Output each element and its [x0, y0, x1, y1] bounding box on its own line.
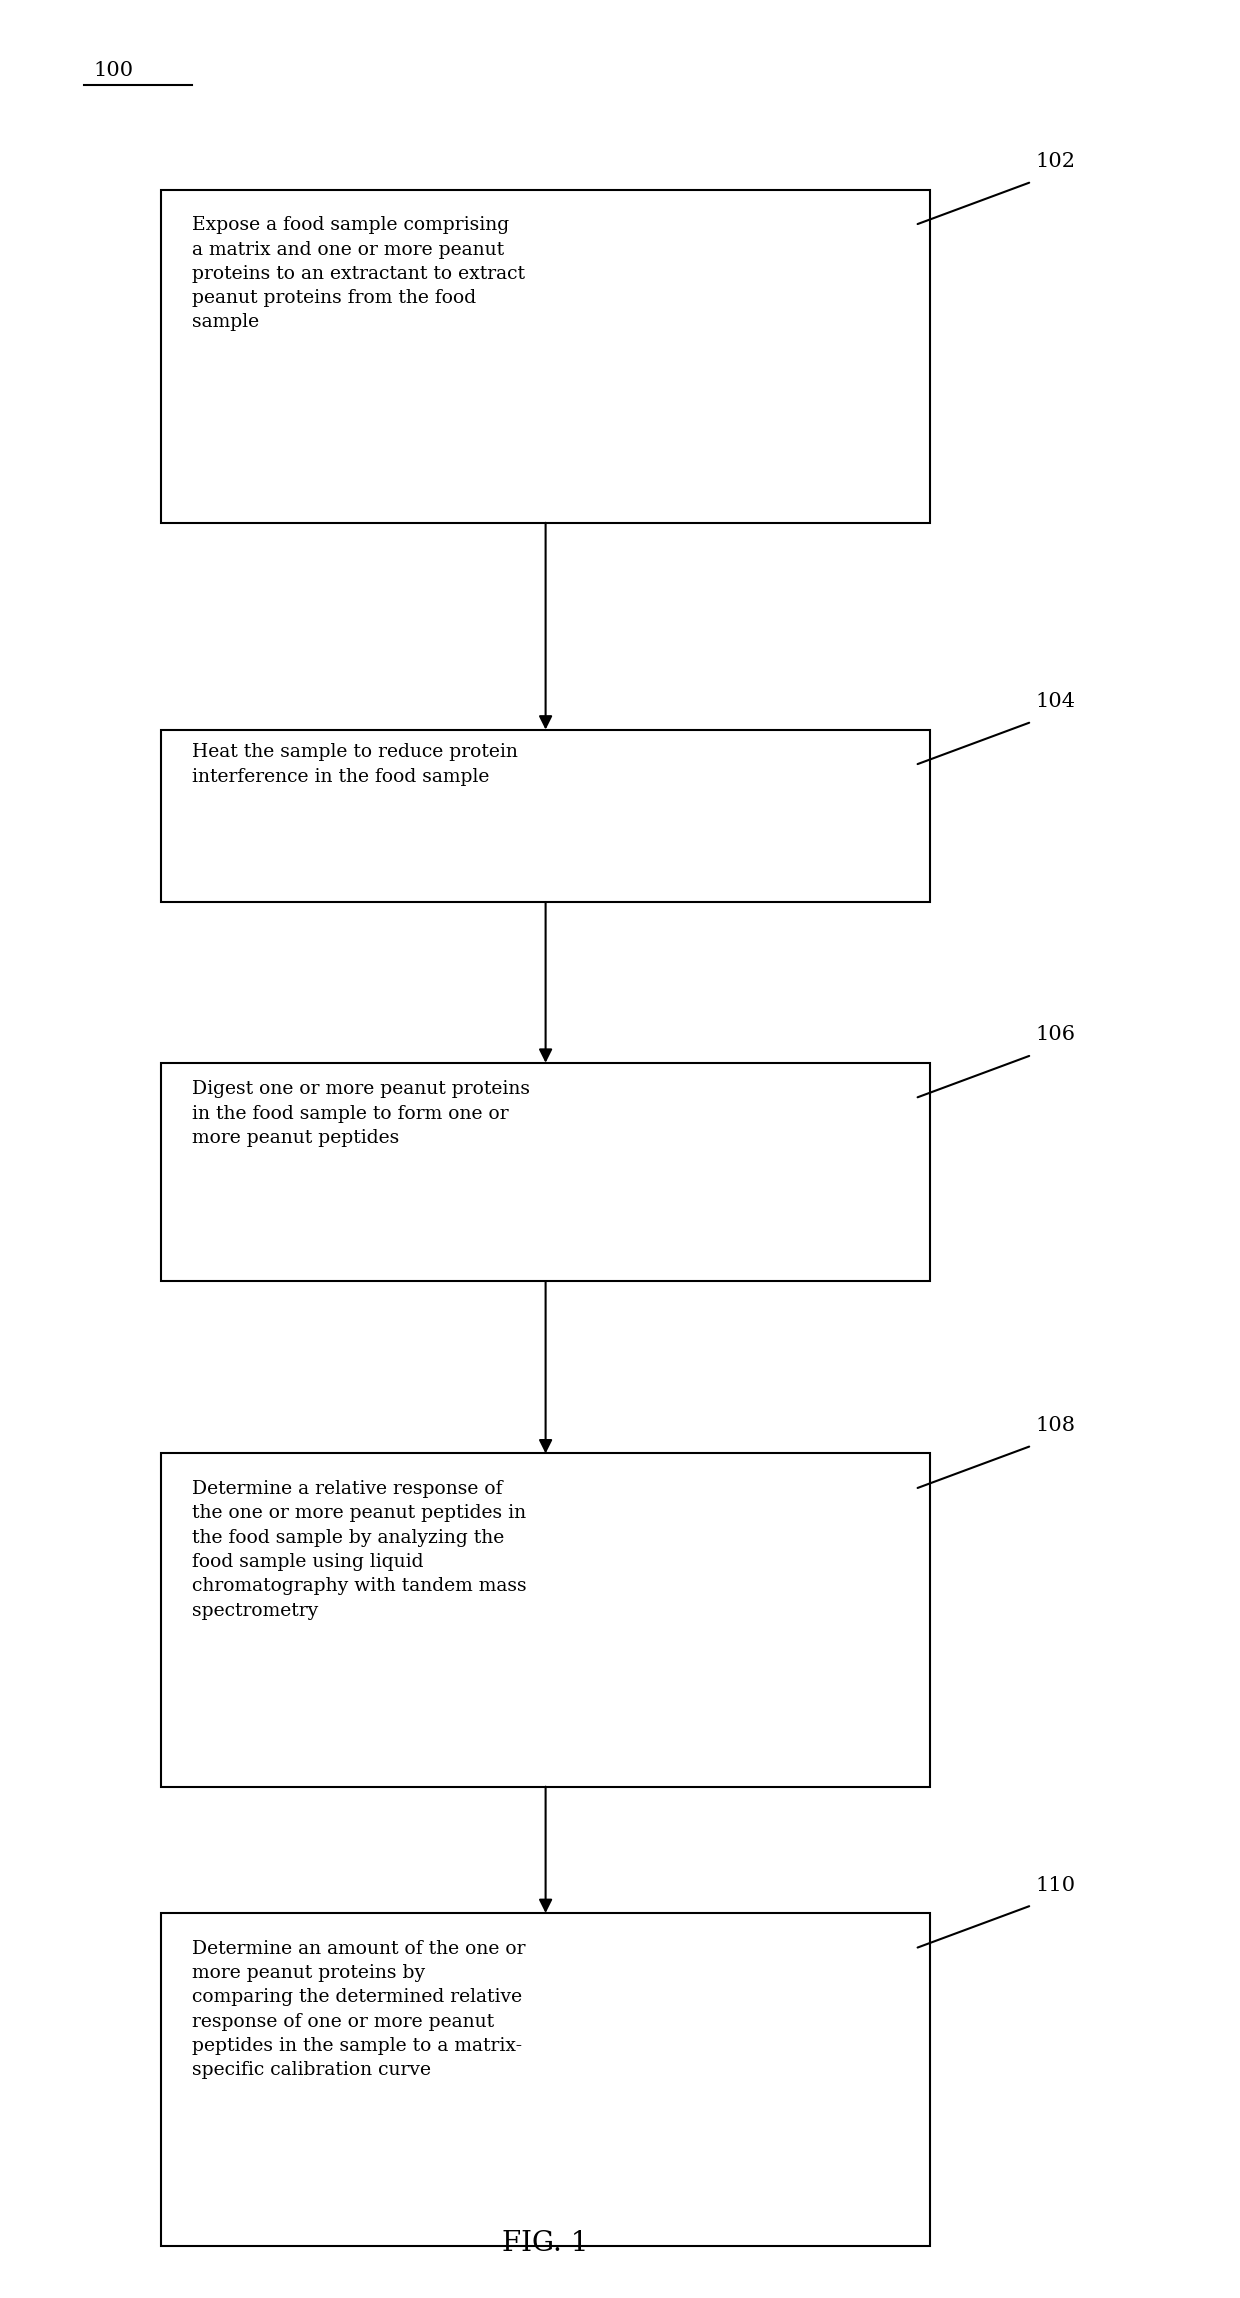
- Text: 102: 102: [1035, 152, 1075, 172]
- Bar: [161, 191, 930, 524]
- Bar: [161, 1062, 930, 1282]
- Text: 110: 110: [1035, 1875, 1075, 1894]
- Text: 108: 108: [1035, 1416, 1075, 1434]
- Text: Digest one or more peanut proteins
in the food sample to form one or
more peanut: Digest one or more peanut proteins in th…: [192, 1080, 531, 1147]
- Text: 104: 104: [1035, 692, 1075, 712]
- Text: Expose a food sample comprising
a matrix and one or more peanut
proteins to an e: Expose a food sample comprising a matrix…: [192, 216, 526, 331]
- Text: Determine a relative response of
the one or more peanut peptides in
the food sam: Determine a relative response of the one…: [192, 1480, 527, 1620]
- Bar: [161, 1455, 930, 1788]
- Text: 100: 100: [93, 62, 133, 80]
- Text: Determine an amount of the one or
more peanut proteins by
comparing the determin: Determine an amount of the one or more p…: [192, 1940, 526, 2080]
- Text: 106: 106: [1035, 1025, 1075, 1043]
- Bar: [161, 731, 930, 901]
- Text: Heat the sample to reduce protein
interference in the food sample: Heat the sample to reduce protein interf…: [192, 745, 518, 786]
- Bar: [161, 1912, 930, 2247]
- Text: FIG. 1: FIG. 1: [502, 2229, 589, 2257]
